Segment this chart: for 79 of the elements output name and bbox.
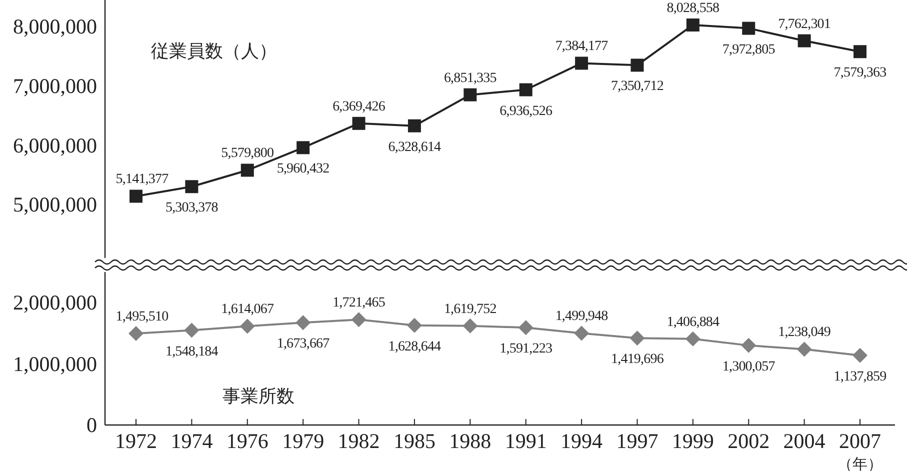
data-label: 8,028,558 [666, 0, 720, 16]
y-tick-label: 8,000,000 [13, 14, 97, 39]
point [686, 18, 700, 32]
data-label: 1,137,859 [834, 369, 887, 384]
data-label: 7,384,177 [555, 39, 608, 54]
data-label: 1,406,884 [666, 314, 720, 330]
data-label: 1,614,067 [221, 302, 274, 318]
x-tick-label: 1976 [226, 429, 268, 453]
y-tick-label: 2,000,000 [13, 290, 97, 315]
y-tick-label: 6,000,000 [13, 133, 97, 158]
point [630, 330, 645, 346]
y-tick-label: 1,000,000 [13, 352, 97, 376]
x-tick-label: 2002 [728, 429, 770, 453]
data-label: 5,579,800 [221, 146, 274, 162]
x-tick-label: 1994 [560, 429, 604, 453]
point [575, 56, 588, 70]
point [518, 320, 534, 336]
point [685, 331, 700, 346]
x-tick-label: 1991 [504, 429, 547, 453]
data-label: 6,328,614 [388, 140, 442, 155]
point [796, 342, 812, 357]
point [462, 318, 478, 334]
data-label: 5,960,432 [276, 162, 330, 177]
point [408, 119, 421, 132]
data-label: 7,972,805 [722, 42, 776, 58]
point [240, 318, 255, 334]
y-tick-label: 0 [86, 413, 97, 437]
data-label: 7,579,363 [834, 66, 887, 81]
x-tick-label: 1999 [672, 429, 714, 453]
data-label: 1,673,667 [276, 336, 330, 352]
data-label: 1,300,057 [722, 359, 776, 374]
data-label: 5,303,378 [165, 200, 218, 216]
point [854, 45, 866, 58]
data-label: 6,851,335 [444, 70, 497, 86]
point [741, 338, 756, 353]
point [574, 326, 590, 341]
point [852, 348, 868, 363]
x-tick-label: 1974 [170, 429, 214, 453]
point [351, 312, 366, 328]
point [406, 318, 422, 333]
point [240, 164, 254, 177]
x-tick-label: 1997 [616, 429, 658, 453]
text: 事業所数 [222, 386, 295, 406]
data-label: 5,141,377 [116, 172, 169, 188]
data-label: 1,238,049 [778, 325, 831, 340]
point [184, 322, 200, 338]
y-tick-label: 5,000,000 [13, 192, 97, 217]
data-label: 1,495,510 [116, 309, 169, 324]
point [798, 34, 811, 48]
x-tick-label: 1972 [115, 429, 157, 453]
data-label: 1,419,696 [611, 352, 664, 368]
data-label: 6,369,426 [332, 99, 386, 114]
x-tick-label: 1988 [449, 429, 492, 453]
data-label: 1,499,948 [555, 309, 608, 324]
data-label: 1,619,752 [444, 302, 497, 317]
point [128, 326, 144, 341]
point [742, 22, 756, 35]
data-label: 7,762,301 [778, 16, 831, 32]
point [296, 315, 311, 330]
point [296, 141, 310, 154]
x-tick-label: 1985 [393, 429, 436, 453]
point [519, 83, 532, 96]
point [185, 180, 198, 194]
data-label: 1,628,644 [388, 339, 442, 354]
point [630, 58, 644, 72]
x-tick-label: 1982 [338, 429, 380, 453]
y-tick-label: 7,000,000 [13, 74, 97, 98]
point [352, 116, 366, 130]
text: 従業員数（人） [150, 40, 277, 61]
point [464, 88, 477, 102]
x-tick-label: 2004 [783, 429, 826, 453]
data-label: 1,721,465 [332, 296, 386, 311]
point [130, 190, 142, 203]
data-label: 7,350,712 [611, 79, 664, 94]
data-label: 6,936,526 [500, 104, 552, 119]
data-label: 1,591,223 [500, 342, 552, 357]
x-tick-label: 2007 [839, 429, 881, 453]
x-tick-label: 1979 [282, 429, 324, 453]
data-label: 1,548,184 [165, 344, 218, 360]
